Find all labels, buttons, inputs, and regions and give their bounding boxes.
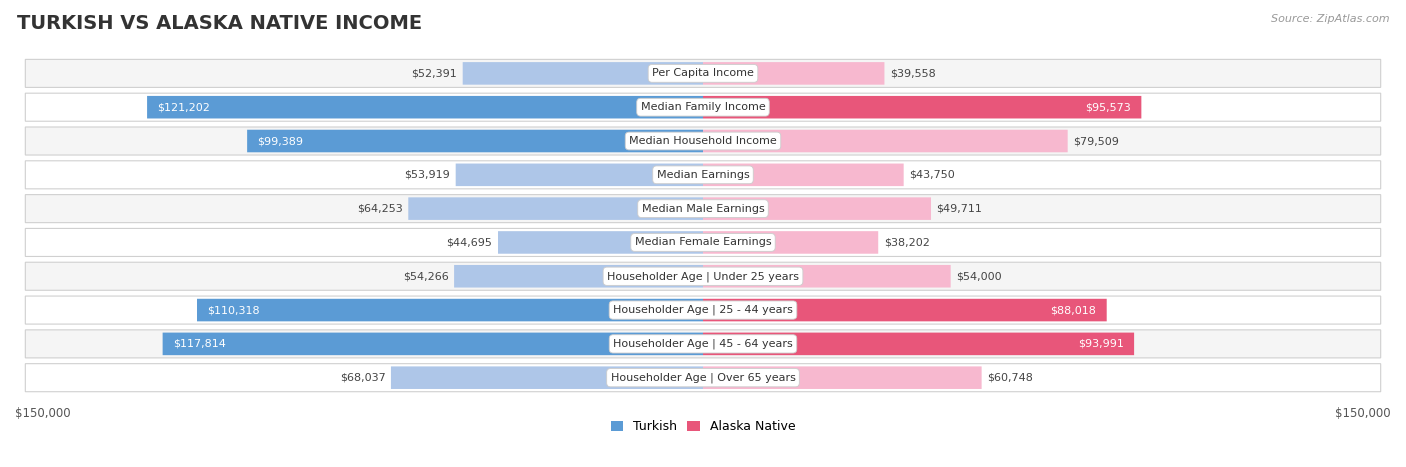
Text: Householder Age | Under 25 years: Householder Age | Under 25 years [607, 271, 799, 282]
FancyBboxPatch shape [25, 59, 1381, 87]
FancyBboxPatch shape [498, 231, 703, 254]
Text: $150,000: $150,000 [15, 407, 70, 420]
Text: Householder Age | Over 65 years: Householder Age | Over 65 years [610, 373, 796, 383]
Text: Median Earnings: Median Earnings [657, 170, 749, 180]
Text: Per Capita Income: Per Capita Income [652, 68, 754, 78]
FancyBboxPatch shape [703, 198, 931, 220]
FancyBboxPatch shape [703, 231, 879, 254]
Text: Source: ZipAtlas.com: Source: ZipAtlas.com [1271, 14, 1389, 24]
Text: $49,711: $49,711 [936, 204, 983, 213]
Text: $117,814: $117,814 [173, 339, 226, 349]
FancyBboxPatch shape [25, 330, 1381, 358]
FancyBboxPatch shape [25, 127, 1381, 155]
FancyBboxPatch shape [456, 163, 703, 186]
FancyBboxPatch shape [408, 198, 703, 220]
Text: $88,018: $88,018 [1050, 305, 1097, 315]
Text: $39,558: $39,558 [890, 68, 936, 78]
Text: $150,000: $150,000 [1336, 407, 1391, 420]
Text: $121,202: $121,202 [157, 102, 211, 112]
Text: $99,389: $99,389 [257, 136, 304, 146]
Text: $43,750: $43,750 [910, 170, 955, 180]
Text: $52,391: $52,391 [412, 68, 457, 78]
Text: $79,509: $79,509 [1073, 136, 1119, 146]
FancyBboxPatch shape [703, 367, 981, 389]
FancyBboxPatch shape [197, 299, 703, 321]
Text: $64,253: $64,253 [357, 204, 402, 213]
FancyBboxPatch shape [703, 163, 904, 186]
FancyBboxPatch shape [703, 62, 884, 85]
Text: $53,919: $53,919 [405, 170, 450, 180]
Text: $93,991: $93,991 [1078, 339, 1123, 349]
Text: Median Family Income: Median Family Income [641, 102, 765, 112]
FancyBboxPatch shape [25, 195, 1381, 223]
Text: Median Household Income: Median Household Income [628, 136, 778, 146]
Text: TURKISH VS ALASKA NATIVE INCOME: TURKISH VS ALASKA NATIVE INCOME [17, 14, 422, 33]
Text: Median Male Earnings: Median Male Earnings [641, 204, 765, 213]
FancyBboxPatch shape [163, 333, 703, 355]
FancyBboxPatch shape [703, 265, 950, 288]
FancyBboxPatch shape [391, 367, 703, 389]
FancyBboxPatch shape [703, 333, 1135, 355]
Text: $95,573: $95,573 [1085, 102, 1130, 112]
FancyBboxPatch shape [703, 130, 1067, 152]
Text: $44,695: $44,695 [447, 237, 492, 248]
FancyBboxPatch shape [25, 228, 1381, 256]
FancyBboxPatch shape [148, 96, 703, 119]
FancyBboxPatch shape [463, 62, 703, 85]
FancyBboxPatch shape [703, 96, 1142, 119]
FancyBboxPatch shape [703, 299, 1107, 321]
Text: $68,037: $68,037 [340, 373, 385, 382]
Text: Householder Age | 45 - 64 years: Householder Age | 45 - 64 years [613, 339, 793, 349]
Text: $38,202: $38,202 [884, 237, 929, 248]
Text: $54,000: $54,000 [956, 271, 1002, 281]
Text: Median Female Earnings: Median Female Earnings [634, 237, 772, 248]
FancyBboxPatch shape [454, 265, 703, 288]
FancyBboxPatch shape [25, 161, 1381, 189]
Text: $54,266: $54,266 [404, 271, 449, 281]
Text: $60,748: $60,748 [987, 373, 1033, 382]
FancyBboxPatch shape [25, 364, 1381, 392]
FancyBboxPatch shape [25, 262, 1381, 290]
Text: Householder Age | 25 - 44 years: Householder Age | 25 - 44 years [613, 305, 793, 315]
Legend: Turkish, Alaska Native: Turkish, Alaska Native [606, 415, 800, 439]
Text: $110,318: $110,318 [207, 305, 260, 315]
FancyBboxPatch shape [247, 130, 703, 152]
FancyBboxPatch shape [25, 93, 1381, 121]
FancyBboxPatch shape [25, 296, 1381, 324]
